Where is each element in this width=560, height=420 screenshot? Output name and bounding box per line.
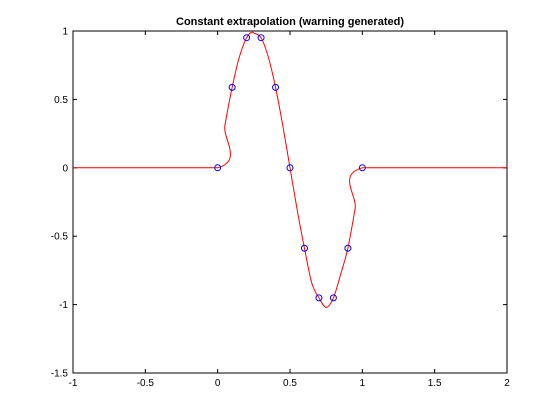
y-tick-label: 0 bbox=[62, 163, 68, 174]
data-point-marker bbox=[257, 34, 265, 42]
interpolated-curve bbox=[73, 31, 507, 308]
data-point-marker bbox=[228, 83, 236, 91]
x-tick-label: 2 bbox=[504, 378, 510, 389]
series-layer bbox=[73, 31, 507, 308]
data-point-marker bbox=[243, 34, 251, 42]
y-tick-label: -0.5 bbox=[51, 232, 69, 243]
y-tick-label: -1 bbox=[59, 300, 68, 311]
chart-title: Constant extrapolation (warning generate… bbox=[176, 16, 404, 28]
y-tick-label: 0.5 bbox=[54, 95, 68, 106]
x-tick-label: -0.5 bbox=[137, 378, 155, 389]
y-tick-label: -1.5 bbox=[51, 369, 69, 380]
data-point-marker bbox=[300, 244, 308, 252]
x-tick-label: 0.5 bbox=[283, 378, 297, 389]
x-tick-label: 1.5 bbox=[428, 378, 442, 389]
axes-box bbox=[72, 30, 508, 374]
data-point-marker bbox=[358, 164, 366, 172]
x-tick-label: 1 bbox=[360, 378, 366, 389]
x-tick-label: 0 bbox=[215, 378, 221, 389]
data-point-marker bbox=[329, 294, 337, 302]
data-point-marker bbox=[315, 294, 323, 302]
x-tick-label: -1 bbox=[69, 378, 78, 389]
data-point-marker bbox=[286, 164, 294, 172]
y-tick-label: 1 bbox=[62, 27, 68, 38]
data-point-marker bbox=[344, 244, 352, 252]
data-point-marker bbox=[272, 83, 280, 91]
ticks-layer: -1 -0.5 0 0.5 1 1.5 2-1.5-1-0.500.51 bbox=[51, 27, 510, 390]
data-point-marker bbox=[214, 164, 222, 172]
